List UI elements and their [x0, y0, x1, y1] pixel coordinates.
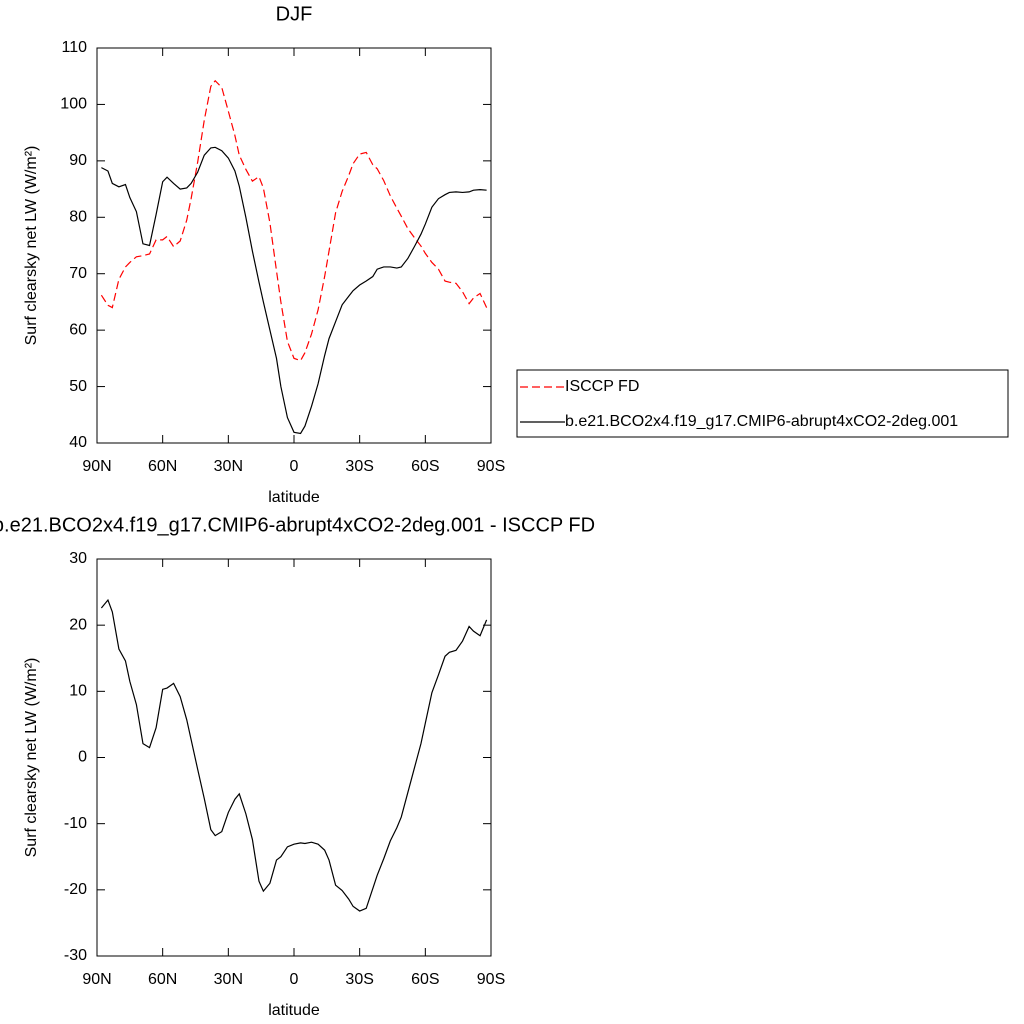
x-tick-label: 90S: [477, 971, 505, 988]
x-axis-label: latitude: [268, 1002, 320, 1019]
y-tick-label: 60: [69, 321, 87, 338]
y-tick-label: 70: [69, 265, 87, 282]
x-tick-label: 90N: [82, 971, 111, 988]
x-tick-label: 0: [290, 458, 299, 475]
y-tick-label: -20: [64, 881, 87, 898]
data-line: [100, 79, 488, 362]
y-tick-label: -30: [64, 947, 87, 964]
x-tick-label: 60N: [148, 971, 177, 988]
x-tick-label: 60S: [411, 971, 439, 988]
y-tick-label: 90: [69, 152, 87, 169]
data-line: [100, 598, 488, 912]
chart-title: DJF: [276, 3, 313, 25]
y-tick-label: 100: [60, 96, 87, 113]
y-tick-label: 40: [69, 434, 87, 451]
x-tick-label: 0: [290, 971, 299, 988]
plot-frame: [96, 558, 492, 957]
y-tick-label: -10: [64, 815, 87, 832]
y-tick-label: 50: [69, 378, 87, 395]
y-tick-label: 10: [69, 683, 87, 700]
y-tick-label: 110: [61, 39, 87, 56]
y-tick-label: 80: [69, 209, 87, 226]
x-tick-label: 60N: [148, 458, 177, 475]
x-tick-label: 90S: [477, 458, 505, 475]
y-tick-label: 0: [78, 749, 87, 766]
plot-frame: [96, 47, 492, 444]
data-line: [101, 146, 487, 435]
chart-title: b.e21.BCO2x4.f19_g17.CMIP6-abrupt4xCO2-2…: [0, 514, 595, 536]
x-tick-label: 30S: [345, 458, 373, 475]
x-tick-label: 60S: [411, 458, 439, 475]
legend-label: b.e21.BCO2x4.f19_g17.CMIP6-abrupt4xCO2-2…: [565, 413, 958, 430]
y-axis-label: Surf clearsky net LW (W/m²): [23, 146, 40, 346]
x-tick-label: 30N: [214, 458, 243, 475]
y-tick-label: 30: [69, 550, 87, 567]
y-tick-label: 20: [69, 616, 87, 633]
x-tick-label: 90N: [82, 458, 111, 475]
legend-box: [516, 369, 1009, 438]
x-tick-label: 30N: [214, 971, 243, 988]
legend-label: ISCCP FD: [565, 378, 639, 395]
x-axis-label: latitude: [268, 489, 320, 506]
x-tick-label: 30S: [345, 971, 373, 988]
y-axis-label: Surf clearsky net LW (W/m²): [23, 658, 40, 858]
